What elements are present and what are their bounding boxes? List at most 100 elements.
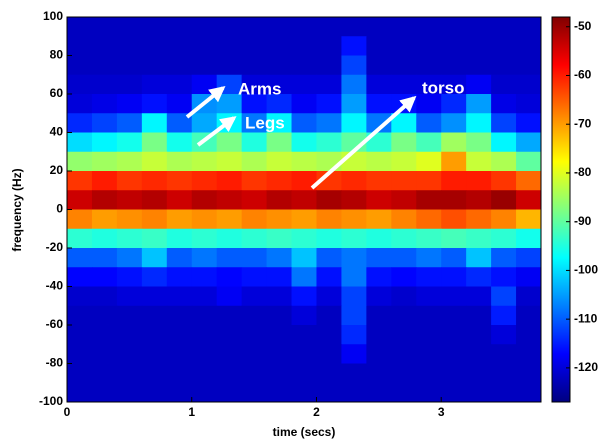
heatmap-cell bbox=[91, 305, 118, 326]
heatmap bbox=[67, 17, 542, 403]
heatmap-cell bbox=[491, 248, 517, 268]
heatmap-cell bbox=[91, 74, 118, 95]
heatmap-cell bbox=[516, 228, 542, 249]
heatmap-cell bbox=[416, 286, 442, 307]
heatmap-cell bbox=[166, 344, 193, 364]
heatmap-cell bbox=[241, 36, 268, 56]
arrow bbox=[310, 95, 417, 190]
heatmap-cell bbox=[116, 17, 143, 37]
x-tick-label: 1 bbox=[188, 405, 195, 419]
heatmap-cell bbox=[166, 209, 193, 230]
heatmap-cell bbox=[91, 171, 118, 191]
heatmap-cell bbox=[366, 190, 392, 210]
heatmap-cell bbox=[366, 363, 392, 384]
heatmap-cell bbox=[466, 344, 492, 364]
heatmap-cell bbox=[241, 55, 268, 76]
heatmap-cell bbox=[441, 344, 467, 364]
heatmap-cell bbox=[141, 113, 168, 133]
heatmap-cell bbox=[466, 94, 492, 114]
heatmap-cell bbox=[91, 248, 118, 268]
heatmap-cell bbox=[166, 267, 193, 287]
heatmap-cell bbox=[366, 171, 392, 191]
heatmap-cell bbox=[91, 267, 118, 287]
heatmap-cell bbox=[466, 382, 492, 403]
heatmap-cell bbox=[441, 17, 467, 37]
heatmap-cell bbox=[166, 382, 193, 403]
heatmap-cell bbox=[366, 36, 392, 56]
heatmap-cell bbox=[141, 55, 168, 76]
heatmap-cell bbox=[266, 17, 293, 37]
heatmap-cell bbox=[391, 325, 417, 345]
heatmap-cell bbox=[216, 382, 243, 403]
colorbar-tick-label: -50 bbox=[574, 19, 592, 33]
heatmap-cell bbox=[366, 305, 392, 326]
heatmap-cell bbox=[341, 113, 367, 133]
y-tick-label: 100 bbox=[43, 9, 63, 23]
heatmap-cell bbox=[91, 363, 118, 384]
heatmap-cell bbox=[216, 151, 243, 172]
heatmap-cell bbox=[491, 190, 517, 210]
heatmap-cell bbox=[291, 363, 317, 384]
heatmap-cell bbox=[441, 382, 467, 403]
heatmap-cell bbox=[116, 132, 143, 153]
heatmap-cell bbox=[341, 209, 367, 230]
heatmap-cell bbox=[391, 113, 417, 133]
heatmap-cell bbox=[491, 325, 517, 345]
heatmap-cell bbox=[241, 228, 268, 249]
heatmap-cell bbox=[416, 55, 442, 76]
heatmap-cell bbox=[341, 248, 367, 268]
heatmap-cell bbox=[316, 228, 342, 249]
annotation: Arms bbox=[238, 79, 281, 98]
heatmap-cell bbox=[491, 55, 517, 76]
heatmap-cell bbox=[291, 17, 317, 37]
heatmap-cell bbox=[441, 132, 467, 153]
heatmap-cell bbox=[416, 325, 442, 345]
heatmap-cell bbox=[316, 17, 342, 37]
heatmap-cell bbox=[91, 94, 118, 114]
heatmap-cell bbox=[141, 286, 168, 307]
heatmap-cell bbox=[91, 36, 118, 56]
heatmap-cell bbox=[491, 132, 517, 153]
heatmap-cell bbox=[441, 171, 467, 191]
heatmap-cell bbox=[266, 151, 293, 172]
heatmap-cell bbox=[116, 36, 143, 56]
heatmap-cell bbox=[91, 113, 118, 133]
heatmap-cell bbox=[141, 267, 168, 287]
heatmap-cell bbox=[441, 286, 467, 307]
heatmap-cell bbox=[516, 36, 542, 56]
heatmap-cell bbox=[391, 248, 417, 268]
heatmap-cell bbox=[441, 151, 467, 172]
heatmap-cell bbox=[516, 94, 542, 114]
heatmap-cell bbox=[416, 344, 442, 364]
heatmap-cell bbox=[466, 55, 492, 76]
heatmap-cell bbox=[341, 36, 367, 56]
heatmap-cell bbox=[516, 344, 542, 364]
heatmap-cell bbox=[266, 209, 293, 230]
heatmap-cell bbox=[491, 17, 517, 37]
heatmap-cell bbox=[466, 228, 492, 249]
heatmap-cell bbox=[67, 74, 93, 95]
heatmap-cell bbox=[191, 55, 218, 76]
heatmap-cell bbox=[166, 94, 193, 114]
heatmap-cell bbox=[466, 363, 492, 384]
heatmap-cell bbox=[291, 344, 317, 364]
heatmap-cell bbox=[67, 17, 93, 37]
heatmap-cell bbox=[316, 325, 342, 345]
heatmap-cell bbox=[391, 382, 417, 403]
heatmap-cell bbox=[266, 286, 293, 307]
heatmap-cell bbox=[416, 228, 442, 249]
heatmap-cell bbox=[291, 94, 317, 114]
heatmap-cell bbox=[466, 17, 492, 37]
heatmap-cell bbox=[266, 382, 293, 403]
heatmap-cell bbox=[241, 286, 268, 307]
heatmap-cell bbox=[116, 363, 143, 384]
y-tick-label: -80 bbox=[46, 356, 64, 370]
heatmap-cell bbox=[67, 94, 93, 114]
heatmap-cell bbox=[416, 190, 442, 210]
heatmap-cell bbox=[516, 171, 542, 191]
y-tick-label: -20 bbox=[46, 240, 64, 254]
heatmap-cell bbox=[91, 55, 118, 76]
heatmap-cell bbox=[166, 55, 193, 76]
heatmap-cell bbox=[266, 190, 293, 210]
heatmap-cell bbox=[91, 151, 118, 172]
